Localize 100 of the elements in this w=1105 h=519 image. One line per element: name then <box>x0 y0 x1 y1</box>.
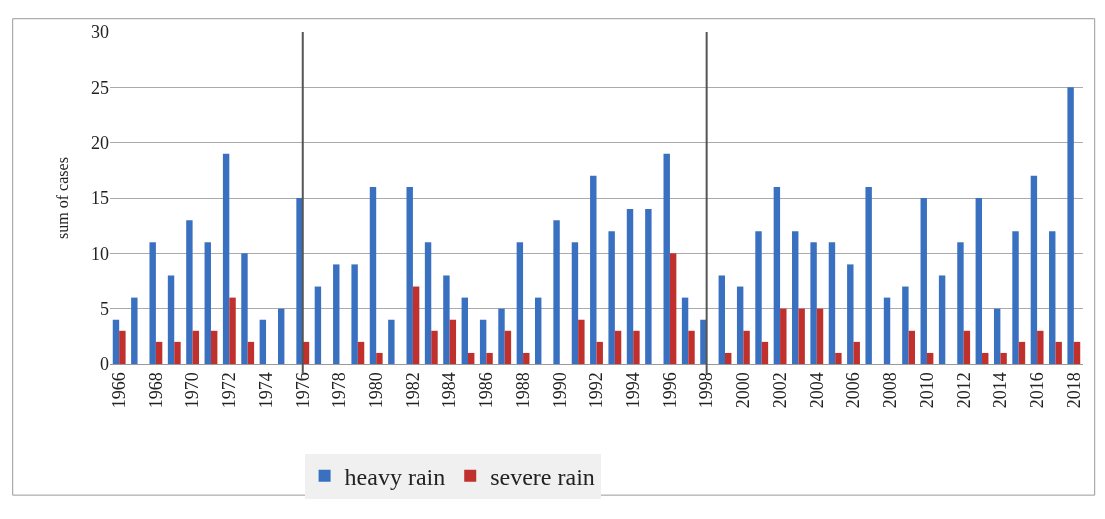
bar <box>431 330 438 364</box>
x-tick-label: 1978 <box>329 372 350 409</box>
bar <box>204 242 211 364</box>
bar <box>277 308 285 364</box>
bar <box>883 297 891 364</box>
bar <box>210 330 218 364</box>
bar <box>1000 352 1007 364</box>
x-tick-label: 1982 <box>402 372 423 409</box>
bar <box>590 175 597 364</box>
x-tick-label: 1974 <box>255 372 276 409</box>
bar <box>718 275 726 364</box>
bar <box>761 341 769 364</box>
bar <box>1067 87 1074 364</box>
x-tick-label: 2014 <box>990 372 1011 409</box>
bar <box>926 352 934 364</box>
bar <box>963 330 971 364</box>
bar <box>516 242 524 364</box>
bar <box>1073 341 1081 364</box>
bar <box>229 297 236 364</box>
bar <box>192 330 200 364</box>
legend-label: severe rain <box>490 464 595 491</box>
x-tick-label: 1988 <box>512 372 533 409</box>
bar <box>773 186 781 364</box>
bar <box>167 275 175 364</box>
x-tick-label: 2018 <box>1063 372 1084 409</box>
x-tick-label: 1966 <box>109 372 130 409</box>
bar <box>186 220 193 364</box>
bar <box>681 297 689 364</box>
y-tick-label: 5 <box>100 298 109 319</box>
y-tick-label: 15 <box>91 188 109 209</box>
bar <box>461 297 468 364</box>
bar <box>412 286 420 364</box>
bar <box>865 186 872 364</box>
bar <box>369 186 377 364</box>
x-tick-label: 2016 <box>1026 372 1047 409</box>
bar <box>920 198 927 364</box>
bar <box>119 330 126 364</box>
x-tick-label: 1990 <box>549 372 570 409</box>
bar <box>669 253 677 364</box>
bar <box>1018 341 1026 364</box>
x-tick-label: 2002 <box>769 372 790 409</box>
bar <box>259 319 267 364</box>
bar <box>155 341 163 364</box>
y-tick-label: 30 <box>91 22 109 43</box>
x-tick-label: 2004 <box>806 372 827 409</box>
bar <box>424 242 432 364</box>
x-tick-label: 2006 <box>843 372 864 409</box>
x-tick-label: 1976 <box>292 372 313 409</box>
bar <box>608 231 615 364</box>
bar <box>993 308 1001 364</box>
bar <box>1030 175 1038 364</box>
bar <box>571 242 579 364</box>
y-tick-label: 25 <box>91 77 109 98</box>
x-tick-label: 1972 <box>219 372 240 409</box>
bar <box>847 264 854 364</box>
bar <box>743 330 750 364</box>
bar <box>222 153 230 364</box>
bar <box>535 297 542 364</box>
y-axis-title: sum of cases <box>53 157 71 239</box>
bar <box>553 220 560 364</box>
x-tick-label: 1998 <box>696 372 717 409</box>
x-tick-label: 1996 <box>659 372 680 409</box>
bar <box>938 275 946 364</box>
bar <box>388 319 395 364</box>
bar <box>780 308 787 364</box>
bar <box>828 242 836 364</box>
bar <box>835 352 842 364</box>
x-tick-label: 1986 <box>476 372 497 409</box>
bar <box>908 330 916 364</box>
x-tick-label: 2010 <box>916 372 937 409</box>
bar <box>578 319 585 364</box>
bar <box>1049 231 1056 364</box>
y-tick-label: 0 <box>100 354 109 375</box>
x-tick-label: 2012 <box>953 372 974 409</box>
bar <box>816 308 824 364</box>
bar <box>479 319 487 364</box>
bar <box>596 341 603 364</box>
x-tick-label: 1970 <box>182 372 203 409</box>
bar <box>688 330 695 364</box>
bar <box>314 286 322 364</box>
bar <box>486 352 493 364</box>
bar <box>626 209 634 364</box>
bar <box>112 319 120 364</box>
bar <box>810 242 817 364</box>
x-tick-label: 2008 <box>880 372 901 409</box>
bar <box>1037 330 1044 364</box>
bar <box>241 253 248 364</box>
x-tick-label: 1992 <box>586 372 607 409</box>
bar <box>376 352 383 364</box>
bar <box>357 341 365 364</box>
bar <box>443 275 450 364</box>
bar <box>449 319 457 364</box>
bar <box>982 352 989 364</box>
bar <box>957 242 964 364</box>
bar <box>1012 231 1019 364</box>
legend-label: heavy rain <box>344 464 446 491</box>
bar <box>149 242 156 364</box>
bar <box>523 352 530 364</box>
bar <box>504 330 512 364</box>
bar <box>333 264 340 364</box>
